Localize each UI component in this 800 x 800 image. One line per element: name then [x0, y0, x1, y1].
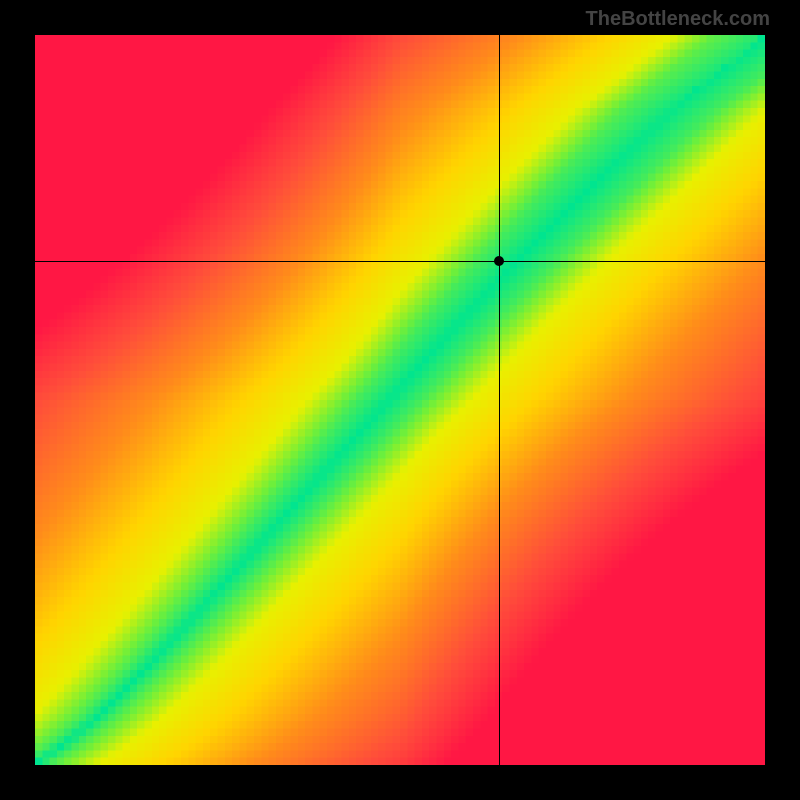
crosshair-marker: [494, 256, 504, 266]
heatmap-plot: [35, 35, 765, 765]
watermark-label: TheBottleneck.com: [586, 8, 770, 31]
heatmap-canvas: [35, 35, 765, 765]
crosshair-horizontal: [35, 261, 765, 262]
crosshair-vertical: [499, 35, 500, 765]
